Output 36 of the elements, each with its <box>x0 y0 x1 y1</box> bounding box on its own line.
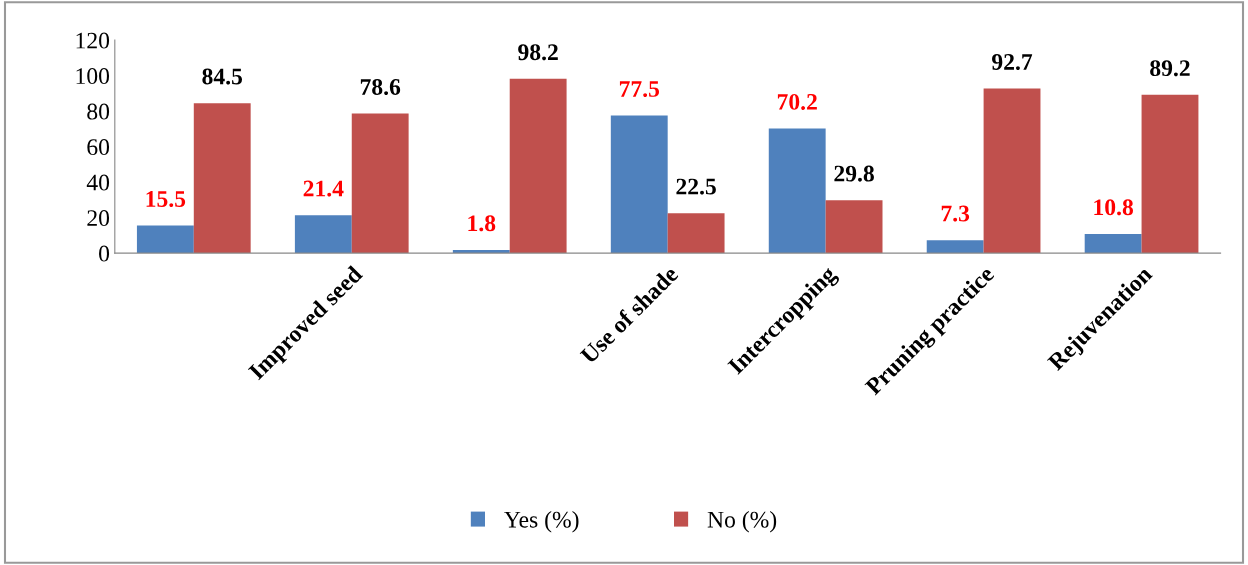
y-tick-label: 40 <box>86 174 110 191</box>
data-label: 7.3 <box>941 205 970 222</box>
bar <box>193 103 251 254</box>
y-tick-label: 0 <box>99 245 110 262</box>
legend-label: Yes (%) <box>504 511 579 533</box>
y-tick-label: 20 <box>87 210 110 227</box>
data-label: 70.2 <box>777 93 817 110</box>
bar <box>825 200 883 254</box>
data-label: 29.8 <box>834 165 874 182</box>
data-label: 15.5 <box>146 191 186 208</box>
data-label: 89.2 <box>1150 60 1190 77</box>
data-label: 92.7 <box>992 54 1033 70</box>
y-tick-label: 60 <box>87 139 110 156</box>
y-tick-label: 80 <box>87 103 110 120</box>
bar <box>351 113 409 254</box>
bar <box>1084 233 1142 254</box>
bar <box>1141 94 1199 254</box>
data-label: 77.5 <box>619 81 660 97</box>
bar <box>294 215 352 254</box>
bar <box>509 78 567 254</box>
data-label: 84.5 <box>202 68 243 85</box>
data-label: 21.4 <box>303 180 344 197</box>
data-label: 98.2 <box>518 44 558 61</box>
data-label: 10.8 <box>1094 199 1134 216</box>
data-label: 1.8 <box>468 215 496 232</box>
y-tick-label: 120 <box>76 32 110 49</box>
bar <box>667 213 725 254</box>
bar <box>136 225 194 254</box>
bar <box>926 240 984 254</box>
bar <box>983 88 1041 254</box>
legend-label: No (%) <box>707 511 777 533</box>
data-label: 78.6 <box>360 78 401 96</box>
bar <box>768 128 826 254</box>
bar <box>610 115 668 254</box>
y-tick-label: 100 <box>76 68 110 85</box>
data-label: 22.5 <box>676 178 716 195</box>
